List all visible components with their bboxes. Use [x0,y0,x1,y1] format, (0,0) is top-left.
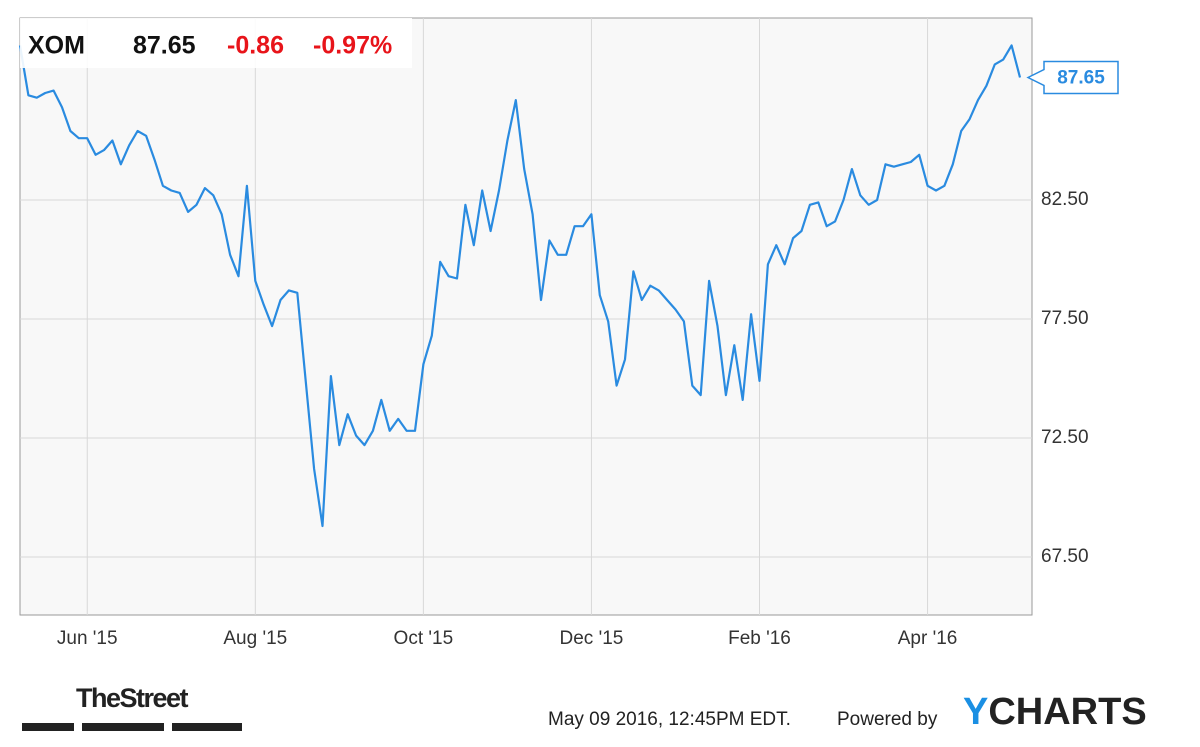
grid [20,18,1032,615]
x-tick-label: Feb '16 [728,628,791,649]
last-value-label: 87.65 [1057,68,1105,89]
header-box [20,18,412,68]
change-pct: -0.97% [313,32,392,60]
x-tick-label: Jun '15 [57,628,118,649]
price: 87.65 [133,32,196,60]
powered-by: Powered by [837,709,938,730]
logo-bar [172,723,242,731]
x-tick-label: Oct '15 [394,628,454,649]
timestamp: May 09 2016, 12:45PM EDT. [548,709,791,730]
last-value-callout [1026,60,1119,95]
brand-logo: YCHARTS [963,691,1147,733]
price-line [18,44,1022,528]
x-tick-label: Dec '15 [560,628,624,649]
logo-bar [82,723,164,731]
y-tick-label: 72.50 [1041,427,1089,448]
source-logo: TheStreet [76,683,189,713]
y-tick-label: 82.50 [1041,189,1089,210]
change: -0.86 [227,32,284,60]
y-tick-label: 77.50 [1041,308,1089,329]
ticker: XOM [28,32,85,60]
marks: 87.65 [18,44,1119,528]
logo-bar [22,723,74,731]
y-tick-label: 67.50 [1041,546,1089,567]
x-tick-label: Apr '16 [898,628,958,649]
plot-area [19,17,1033,616]
x-tick-label: Aug '15 [223,628,287,649]
